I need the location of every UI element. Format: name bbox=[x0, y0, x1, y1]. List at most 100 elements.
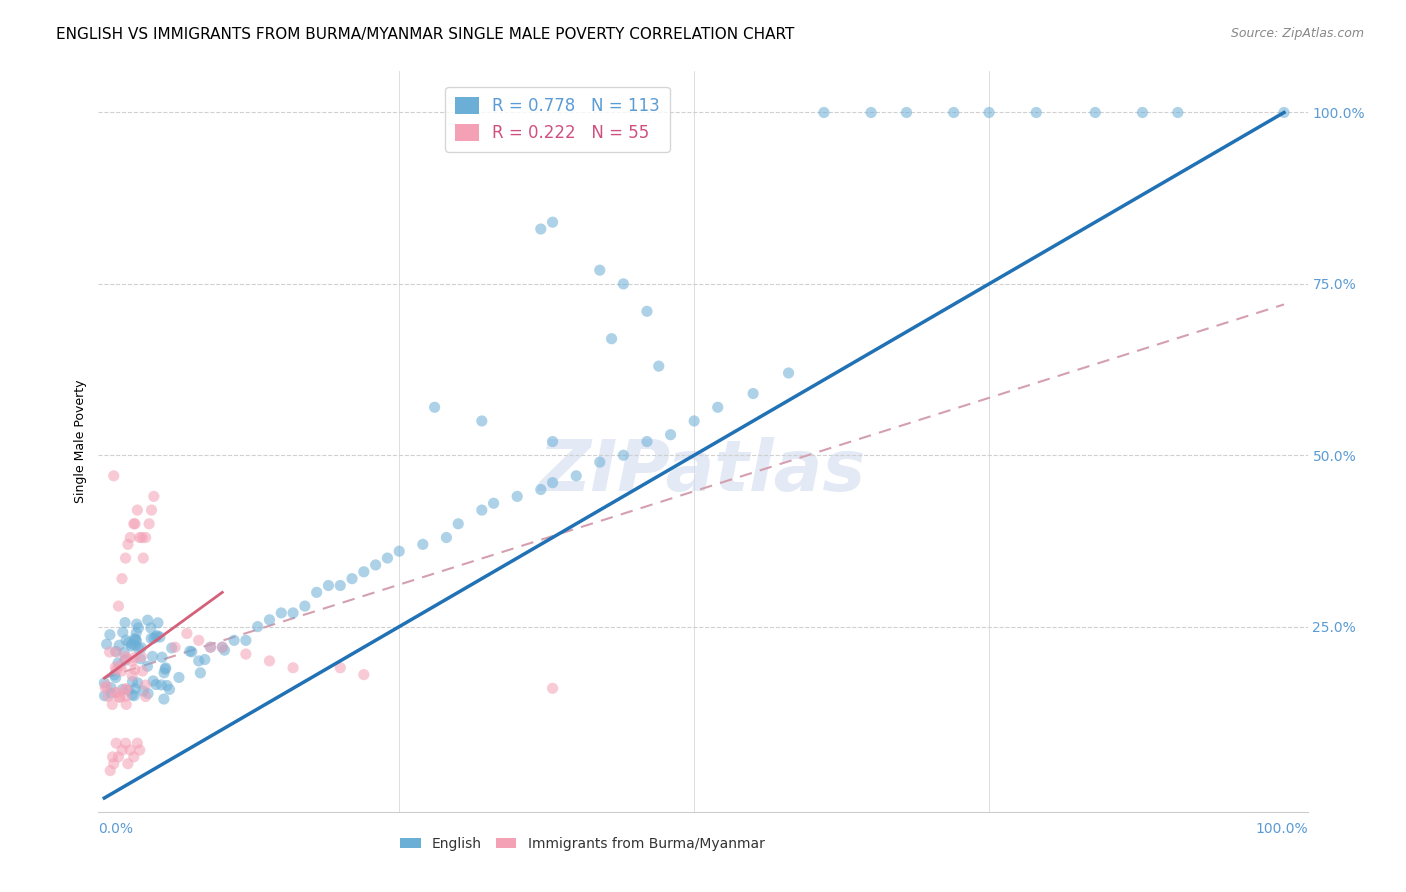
Point bbox=[114, 649, 136, 664]
Point bbox=[259, 613, 281, 627]
Point bbox=[149, 630, 172, 644]
Point bbox=[160, 640, 183, 655]
Point bbox=[124, 632, 146, 646]
Point bbox=[124, 681, 146, 696]
Point bbox=[132, 551, 155, 566]
Point bbox=[200, 640, 222, 655]
Point bbox=[159, 682, 181, 697]
Point bbox=[482, 496, 505, 510]
Point bbox=[1132, 105, 1154, 120]
Point bbox=[423, 401, 446, 415]
Point bbox=[471, 503, 494, 517]
Point bbox=[122, 516, 145, 531]
Point bbox=[98, 764, 121, 778]
Y-axis label: Single Male Poverty: Single Male Poverty bbox=[75, 380, 87, 503]
Point bbox=[122, 750, 145, 764]
Point bbox=[153, 692, 176, 706]
Point bbox=[125, 617, 148, 632]
Point bbox=[706, 401, 728, 415]
Point bbox=[125, 633, 148, 648]
Point bbox=[97, 690, 120, 704]
Point bbox=[167, 670, 190, 684]
Point bbox=[636, 434, 658, 449]
Point bbox=[93, 689, 115, 703]
Point bbox=[121, 674, 143, 689]
Point bbox=[118, 635, 141, 649]
Point bbox=[111, 743, 134, 757]
Point bbox=[565, 468, 588, 483]
Point bbox=[136, 613, 159, 627]
Point bbox=[612, 448, 634, 462]
Point bbox=[150, 678, 173, 692]
Point bbox=[115, 652, 138, 666]
Point bbox=[187, 654, 209, 668]
Point bbox=[471, 414, 494, 428]
Point bbox=[107, 656, 129, 670]
Point bbox=[111, 664, 134, 678]
Point bbox=[125, 632, 148, 647]
Point bbox=[155, 661, 177, 675]
Point bbox=[506, 489, 529, 503]
Point bbox=[388, 544, 411, 558]
Point bbox=[141, 632, 163, 646]
Point bbox=[281, 606, 304, 620]
Point bbox=[114, 615, 136, 630]
Point bbox=[541, 475, 564, 490]
Point bbox=[211, 640, 233, 655]
Point bbox=[541, 681, 564, 696]
Point bbox=[778, 366, 800, 380]
Point bbox=[135, 690, 157, 704]
Point bbox=[142, 673, 165, 688]
Point bbox=[194, 652, 217, 666]
Point bbox=[125, 625, 148, 640]
Point bbox=[530, 222, 553, 236]
Point bbox=[683, 414, 706, 428]
Point bbox=[214, 643, 236, 657]
Point bbox=[659, 427, 682, 442]
Point bbox=[136, 686, 159, 700]
Point bbox=[105, 645, 128, 659]
Point bbox=[121, 654, 143, 668]
Point bbox=[530, 483, 553, 497]
Point bbox=[942, 105, 965, 120]
Point bbox=[1025, 105, 1047, 120]
Point bbox=[115, 681, 138, 696]
Point bbox=[103, 468, 125, 483]
Point bbox=[124, 663, 146, 677]
Point bbox=[340, 572, 363, 586]
Point bbox=[222, 633, 245, 648]
Point bbox=[153, 665, 176, 680]
Text: Source: ZipAtlas.com: Source: ZipAtlas.com bbox=[1230, 27, 1364, 40]
Point bbox=[128, 531, 150, 545]
Point bbox=[145, 630, 167, 644]
Point bbox=[134, 678, 156, 692]
Point bbox=[294, 599, 316, 613]
Point bbox=[128, 743, 150, 757]
Point bbox=[110, 658, 132, 673]
Point bbox=[107, 599, 129, 613]
Point bbox=[120, 743, 142, 757]
Point bbox=[150, 650, 173, 665]
Text: ZIPatlas: ZIPatlas bbox=[540, 437, 866, 506]
Point bbox=[105, 736, 128, 750]
Point bbox=[187, 633, 209, 648]
Point bbox=[1167, 105, 1189, 120]
Point bbox=[179, 644, 201, 658]
Point bbox=[114, 653, 136, 667]
Point bbox=[108, 690, 131, 704]
Point bbox=[190, 665, 212, 680]
Point bbox=[127, 621, 149, 635]
Point bbox=[329, 578, 352, 592]
Point bbox=[107, 750, 129, 764]
Point bbox=[104, 660, 127, 674]
Point bbox=[141, 649, 163, 664]
Point bbox=[117, 537, 139, 551]
Point bbox=[436, 531, 458, 545]
Point bbox=[600, 332, 623, 346]
Point bbox=[101, 750, 124, 764]
Point bbox=[131, 531, 153, 545]
Point bbox=[1272, 105, 1295, 120]
Point bbox=[541, 215, 564, 229]
Point bbox=[115, 633, 138, 648]
Point bbox=[131, 649, 153, 664]
